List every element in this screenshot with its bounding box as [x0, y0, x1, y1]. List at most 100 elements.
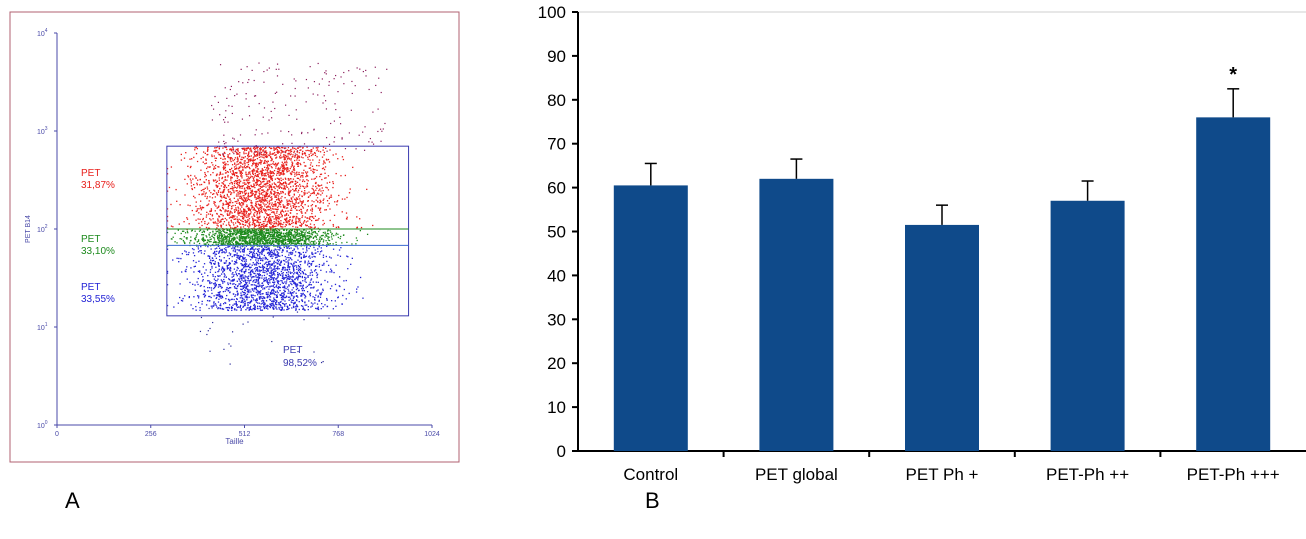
scatter-point: [187, 232, 189, 234]
scatter-point: [202, 293, 205, 296]
scatter-point: [294, 156, 296, 158]
scatter-point: [264, 242, 266, 244]
scatter-point: [295, 299, 298, 301]
scatter-point: [215, 164, 217, 167]
scatter-point: [281, 268, 283, 271]
scatter-point: [265, 183, 267, 185]
scatter-point: [259, 284, 261, 286]
scatter-point: [218, 247, 221, 249]
scatter-point: [232, 204, 234, 207]
scatter-point: [236, 233, 238, 236]
scatter-point: [248, 214, 250, 216]
scatter-point: [275, 286, 277, 288]
scatter-point: [247, 237, 249, 239]
scatter-point: [275, 221, 277, 223]
scatter-point: [236, 237, 238, 239]
scatter-point: [232, 215, 235, 217]
scatter-point: [272, 285, 274, 287]
scatter-point: [236, 153, 238, 155]
scatter-point: [274, 293, 276, 296]
scatter-point: [263, 227, 265, 229]
scatter-point: [252, 234, 255, 236]
scatter-point: [291, 299, 293, 302]
scatter-point: [243, 237, 245, 240]
scatter-point: [294, 207, 296, 210]
scatter-point: [232, 293, 235, 295]
scatter-point: [240, 308, 242, 310]
scatter-point: [240, 255, 242, 257]
scatter-point: [243, 250, 246, 252]
scatter-point: [239, 255, 242, 257]
scatter-point: [277, 197, 279, 199]
scatter-point: [229, 254, 231, 256]
scatter-point: [303, 294, 305, 296]
scatter-point: [268, 232, 271, 234]
scatter-point: [301, 235, 304, 237]
scatter-point: [288, 157, 290, 159]
scatter-point: [201, 238, 203, 240]
scatter-point: [247, 186, 249, 189]
scatter-point: [267, 209, 269, 211]
scatter-point: [270, 273, 273, 275]
scatter-point: [265, 267, 268, 270]
scatter-point: [261, 266, 263, 268]
scatter-point: [295, 264, 297, 267]
scatter-point: [271, 271, 273, 274]
scatter-point: [240, 269, 243, 271]
scatter-point: [285, 258, 287, 260]
scatter-point: [250, 295, 253, 297]
scatter-point: [243, 151, 245, 153]
scatter-point: [261, 186, 264, 188]
scatter-point: [243, 265, 245, 267]
scatter-point: [244, 162, 246, 164]
scatter-point: [243, 147, 245, 149]
scatter-point: [225, 298, 227, 300]
scatter-point: [229, 282, 231, 284]
scatter-point: [261, 282, 264, 284]
scatter-point: [294, 159, 296, 162]
scatter-point: [312, 296, 314, 298]
scatter-point: [346, 196, 348, 199]
scatter-point: [314, 235, 317, 237]
scatter-point: [236, 232, 238, 235]
scatter-point: [272, 238, 274, 240]
scatter-point: [273, 243, 275, 246]
scatter-point: [271, 276, 273, 279]
scatter-point: [260, 236, 262, 239]
scatter-point: [238, 273, 240, 275]
scatter-point: [347, 256, 349, 258]
scatter-point: [247, 290, 249, 292]
scatter-point: [223, 194, 225, 197]
scatter-point: [225, 260, 227, 262]
scatter-point: [282, 166, 284, 168]
scatter-point: [240, 237, 243, 239]
scatter-point: [328, 161, 331, 163]
scatter-point: [276, 277, 278, 279]
scatter-point: [311, 208, 314, 211]
scatter-point: [248, 187, 251, 190]
scatter-point: [315, 219, 317, 222]
scatter-point: [263, 194, 266, 197]
scatter-point: [240, 170, 242, 172]
scatter-point: [266, 202, 269, 204]
scatter-point: [279, 286, 281, 289]
scatter-point: [227, 282, 229, 284]
scatter-point: [241, 297, 243, 299]
scatter-point: [226, 235, 229, 237]
scatter-point: [274, 281, 276, 283]
scatter-point: [218, 147, 221, 149]
scatter-point: [293, 150, 296, 152]
scatter-point: [304, 260, 306, 262]
scatter-point: [259, 285, 261, 287]
scatter-point: [304, 212, 307, 214]
scatter-point: [229, 253, 232, 255]
scatter-point: [314, 232, 317, 234]
scatter-point: [320, 238, 322, 241]
scatter-point: [216, 186, 219, 188]
scatter-point: [205, 214, 208, 216]
scatter-point: [257, 283, 259, 285]
scatter-point: [253, 183, 255, 185]
scatter-point: [279, 264, 281, 266]
scatter-point: [286, 207, 289, 209]
scatter-point: [270, 204, 273, 206]
